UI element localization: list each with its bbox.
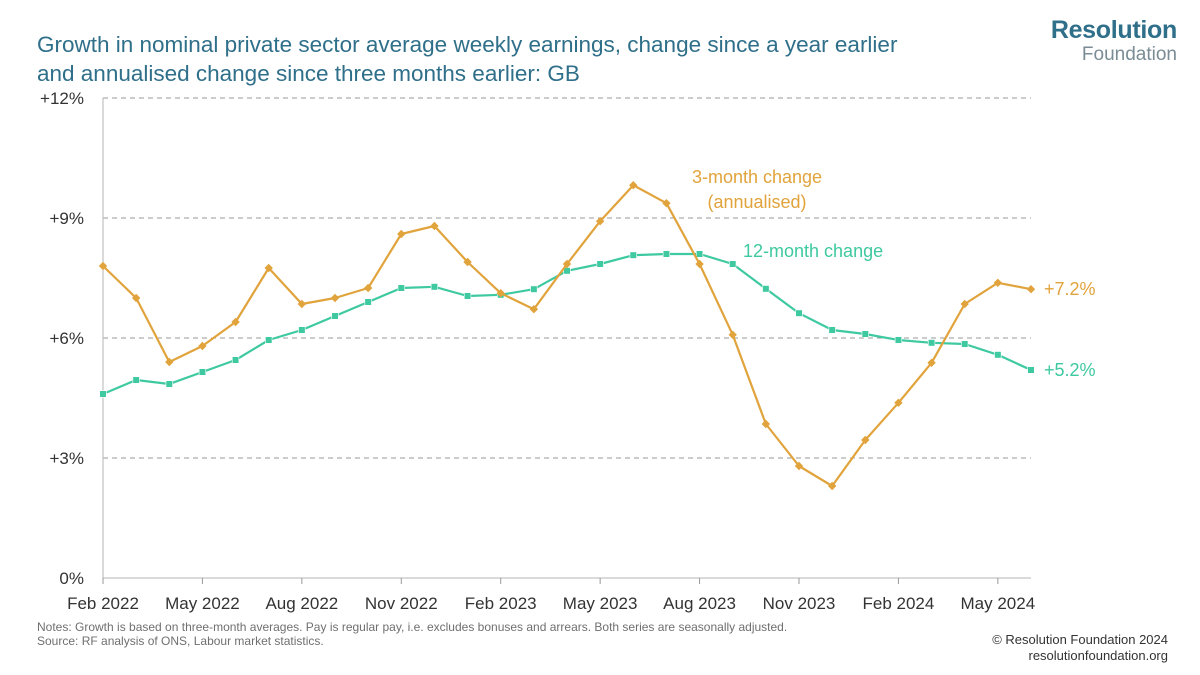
data-point xyxy=(595,217,605,226)
data-point xyxy=(496,289,505,298)
data-point xyxy=(562,259,572,269)
series-12-month-change xyxy=(99,250,1035,398)
data-point xyxy=(529,305,539,314)
data-point xyxy=(1026,285,1036,294)
x-tick-label: Feb 2022 xyxy=(67,594,139,613)
notes-text: Notes: Growth is based on three-month av… xyxy=(37,620,788,634)
data-point xyxy=(363,283,373,293)
x-tick-label: Aug 2023 xyxy=(663,594,736,613)
end-label-12-month: +5.2% xyxy=(1044,360,1096,380)
copyright-text: © Resolution Foundation 2024 xyxy=(992,632,1168,647)
end-label-3-month: +7.2% xyxy=(1044,279,1096,299)
data-point xyxy=(198,341,207,351)
data-point xyxy=(265,336,273,344)
data-point xyxy=(927,358,936,367)
data-point xyxy=(99,390,107,398)
chart-credits: © Resolution Foundation 2024 resolutionf… xyxy=(992,632,1168,664)
data-point xyxy=(430,221,439,231)
data-point xyxy=(397,229,406,239)
data-point xyxy=(861,435,870,445)
data-point xyxy=(165,357,174,367)
series-line xyxy=(102,252,1032,396)
x-tick-label: Feb 2023 xyxy=(465,594,537,613)
data-point xyxy=(961,340,969,348)
data-point xyxy=(695,250,704,258)
x-tick-label: May 2023 xyxy=(563,594,638,613)
y-tick-label: +3% xyxy=(50,449,85,468)
data-point xyxy=(364,298,372,306)
data-point xyxy=(828,326,836,334)
data-point xyxy=(729,260,737,268)
source-text: Source: RF analysis of ONS, Labour marke… xyxy=(37,634,324,648)
data-point xyxy=(198,368,207,376)
y-tick-label: 0% xyxy=(59,569,84,588)
x-tick-label: May 2024 xyxy=(961,594,1036,613)
data-point xyxy=(430,283,439,291)
logo-line-1: Resolution xyxy=(1050,16,1177,44)
data-point xyxy=(894,398,903,407)
data-point xyxy=(993,278,1003,287)
data-point xyxy=(795,309,803,317)
data-point xyxy=(596,260,604,268)
data-point xyxy=(530,285,538,293)
data-point xyxy=(960,299,969,309)
x-tick-label: May 2022 xyxy=(165,594,240,613)
series-labels: 3-month change (annualised) 12-month chang… xyxy=(692,167,1096,380)
resolution-foundation-logo: Resolution Foundation xyxy=(1050,16,1177,65)
data-point xyxy=(761,419,771,429)
x-tick-label: Feb 2024 xyxy=(863,594,935,613)
data-point xyxy=(629,181,638,190)
y-axis-tick-labels: 0% +3% +6% +9% +12% xyxy=(40,89,84,588)
chart-title: Growth in nominal private sector average… xyxy=(37,30,997,88)
series-3-month-change xyxy=(98,181,1036,491)
data-point xyxy=(861,330,869,338)
data-point xyxy=(695,259,704,269)
data-point xyxy=(297,299,307,309)
series-line xyxy=(102,184,1032,488)
chart-notes: Notes: Growth is based on three-month av… xyxy=(37,620,787,648)
website-link[interactable]: resolutionfoundation.org xyxy=(1028,648,1169,663)
data-point xyxy=(330,293,340,303)
data-point xyxy=(927,339,936,347)
data-point xyxy=(397,284,405,292)
data-point xyxy=(165,380,173,388)
data-point xyxy=(662,250,671,258)
logo-line-2: Foundation xyxy=(1081,44,1177,65)
data-point xyxy=(1027,366,1035,374)
chart-gridlines xyxy=(103,97,1031,459)
chart-title-line-1: Growth in nominal private sector average… xyxy=(37,32,898,57)
data-point xyxy=(298,326,306,334)
x-tick-label: Nov 2023 xyxy=(763,594,836,613)
data-point xyxy=(131,293,141,303)
data-point xyxy=(629,251,637,259)
data-point xyxy=(231,356,240,364)
data-point xyxy=(463,257,472,267)
y-tick-label: +12% xyxy=(40,89,84,108)
data-point xyxy=(132,376,140,384)
chart-series xyxy=(98,181,1036,491)
x-tick-label: Aug 2022 xyxy=(265,594,338,613)
data-point xyxy=(762,285,770,293)
x-axis-tick-labels: Feb 2022 May 2022 Aug 2022 Nov 2022 Feb 2023… xyxy=(67,578,1035,613)
data-point xyxy=(463,292,472,300)
data-point xyxy=(98,261,108,271)
data-point xyxy=(728,330,737,339)
data-point xyxy=(827,481,837,491)
data-point xyxy=(662,199,671,208)
series-label-12-month: 12-month change xyxy=(743,241,883,261)
data-point xyxy=(231,317,240,327)
chart-title-line-2: and annualised change since three months… xyxy=(37,61,580,86)
data-point xyxy=(331,312,339,320)
data-point xyxy=(994,351,1002,359)
data-point xyxy=(794,461,804,471)
y-tick-label: +9% xyxy=(50,209,85,228)
data-point xyxy=(264,263,273,273)
series-label-3-month-line-2: (annualised) xyxy=(707,192,806,212)
series-label-3-month-line-1: 3-month change xyxy=(692,167,822,187)
data-point xyxy=(894,336,903,344)
x-tick-label: Nov 2022 xyxy=(365,594,438,613)
chart-axes xyxy=(102,98,1031,579)
y-tick-label: +6% xyxy=(50,329,85,348)
